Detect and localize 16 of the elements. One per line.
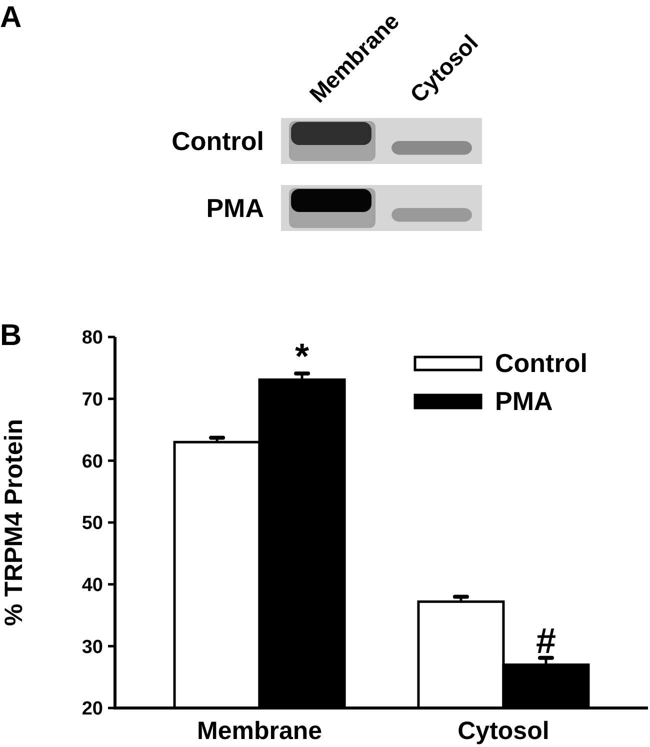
category-label: Control	[172, 126, 264, 156]
y-axis-title: % TRPM4 Protein	[0, 419, 28, 626]
y-tick-label: 20	[82, 698, 103, 720]
legend-label: Control	[495, 348, 588, 378]
text: A	[0, 1, 22, 34]
y-tick-label: 40	[82, 574, 103, 596]
category-label: PMA	[206, 193, 264, 223]
annotation: *	[295, 335, 310, 376]
legend-label: PMA	[495, 386, 553, 416]
y-tick-label: 80	[82, 328, 103, 349]
y-tick-label: 60	[82, 451, 103, 472]
y-tick-label: 30	[82, 636, 103, 658]
annotation: #	[536, 620, 556, 661]
y-tick-label: 70	[82, 389, 103, 410]
y-tick-label: 50	[82, 513, 103, 534]
text: B	[0, 319, 22, 352]
